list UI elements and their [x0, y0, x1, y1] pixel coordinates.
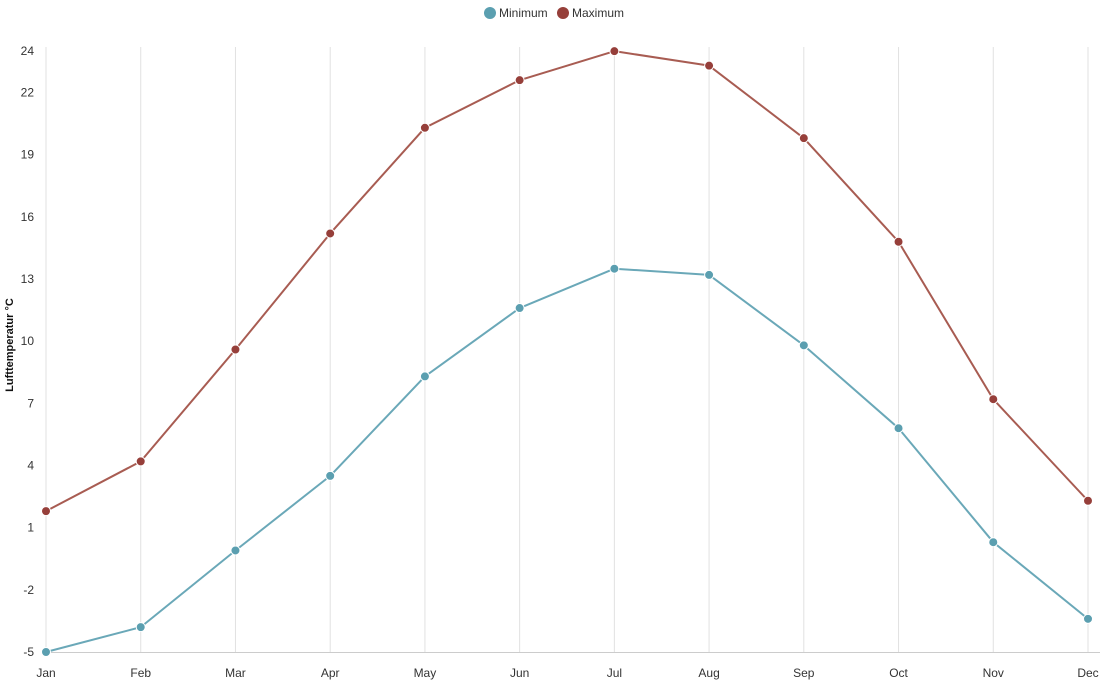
y-tick-label: -2 — [23, 583, 34, 597]
minimum-point-sep[interactable] — [798, 340, 809, 351]
y-tick-label: 10 — [21, 334, 35, 348]
y-tick-label: 22 — [21, 86, 35, 100]
y-axis-title: Lufttemperatur °C — [4, 298, 16, 392]
maximum-series-line — [45, 50, 1089, 512]
y-tick-label: 13 — [21, 272, 35, 286]
maximum-point-feb[interactable] — [135, 456, 146, 467]
maximum-point-aug[interactable] — [704, 60, 715, 71]
x-tick-label: Sep — [793, 666, 815, 680]
y-tick-label: 1 — [27, 521, 34, 535]
legend-label-minimum: Minimum — [499, 6, 548, 20]
x-tick-label: Jul — [607, 666, 622, 680]
maximum-point-apr[interactable] — [325, 228, 336, 239]
minimum-point-jan[interactable] — [41, 647, 51, 657]
x-tick-label: Jun — [510, 666, 529, 680]
legend-label-maximum: Maximum — [572, 6, 624, 20]
minimum-point-jun[interactable] — [514, 303, 525, 314]
x-tick-label: Nov — [983, 666, 1004, 680]
minimum-point-jul[interactable] — [609, 263, 620, 274]
y-tick-label: 19 — [21, 148, 35, 162]
x-tick-label: Mar — [225, 666, 246, 680]
y-tick-label: 4 — [27, 459, 34, 473]
minimum-point-nov[interactable] — [988, 537, 999, 548]
minimum-point-may[interactable] — [419, 371, 430, 382]
x-tick-label: Feb — [130, 666, 151, 680]
y-tick-label: 7 — [27, 396, 34, 410]
x-tick-label: Dec — [1077, 666, 1098, 680]
legend-marker-minimum — [484, 7, 496, 19]
x-tick-label: Oct — [889, 666, 908, 680]
maximum-point-sep[interactable] — [798, 133, 809, 144]
y-tick-label: 16 — [21, 210, 35, 224]
series-layer — [41, 46, 1093, 657]
minimum-point-dec[interactable] — [1083, 613, 1093, 624]
maximum-point-jul[interactable] — [609, 46, 620, 57]
maximum-point-dec[interactable] — [1083, 495, 1093, 506]
maximum-point-may[interactable] — [419, 122, 430, 133]
y-tick-label: 24 — [21, 44, 35, 58]
legend-marker-maximum — [557, 7, 569, 19]
x-tick-label: Apr — [321, 666, 340, 680]
maximum-point-mar[interactable] — [230, 344, 241, 355]
x-tick-label: May — [414, 666, 437, 680]
y-tick-label: -5 — [23, 645, 34, 659]
maximum-point-jun[interactable] — [514, 75, 525, 86]
minimum-point-oct[interactable] — [893, 423, 904, 434]
legend-item-maximum[interactable]: Maximum — [557, 6, 624, 20]
minimum-point-mar[interactable] — [230, 545, 241, 556]
maximum-point-nov[interactable] — [988, 394, 999, 405]
axis-layer: Jan Feb Mar Apr May Jun Jul Aug Sep Oct Nov Dec -5 -2… — [21, 44, 1100, 680]
x-tick-label: Jan — [36, 666, 55, 680]
minimum-series-line — [45, 267, 1089, 653]
minimum-point-apr[interactable] — [325, 470, 336, 481]
minimum-point-feb[interactable] — [135, 622, 146, 633]
minimum-point-aug[interactable] — [704, 269, 715, 280]
x-tick-label: Aug — [698, 666, 719, 680]
grid-layer — [45, 47, 1089, 652]
maximum-point-oct[interactable] — [893, 236, 904, 247]
maximum-point-jan[interactable] — [41, 506, 51, 517]
legend-item-minimum[interactable]: Minimum — [484, 6, 548, 20]
legend[interactable]: Minimum Maximum — [484, 6, 624, 20]
